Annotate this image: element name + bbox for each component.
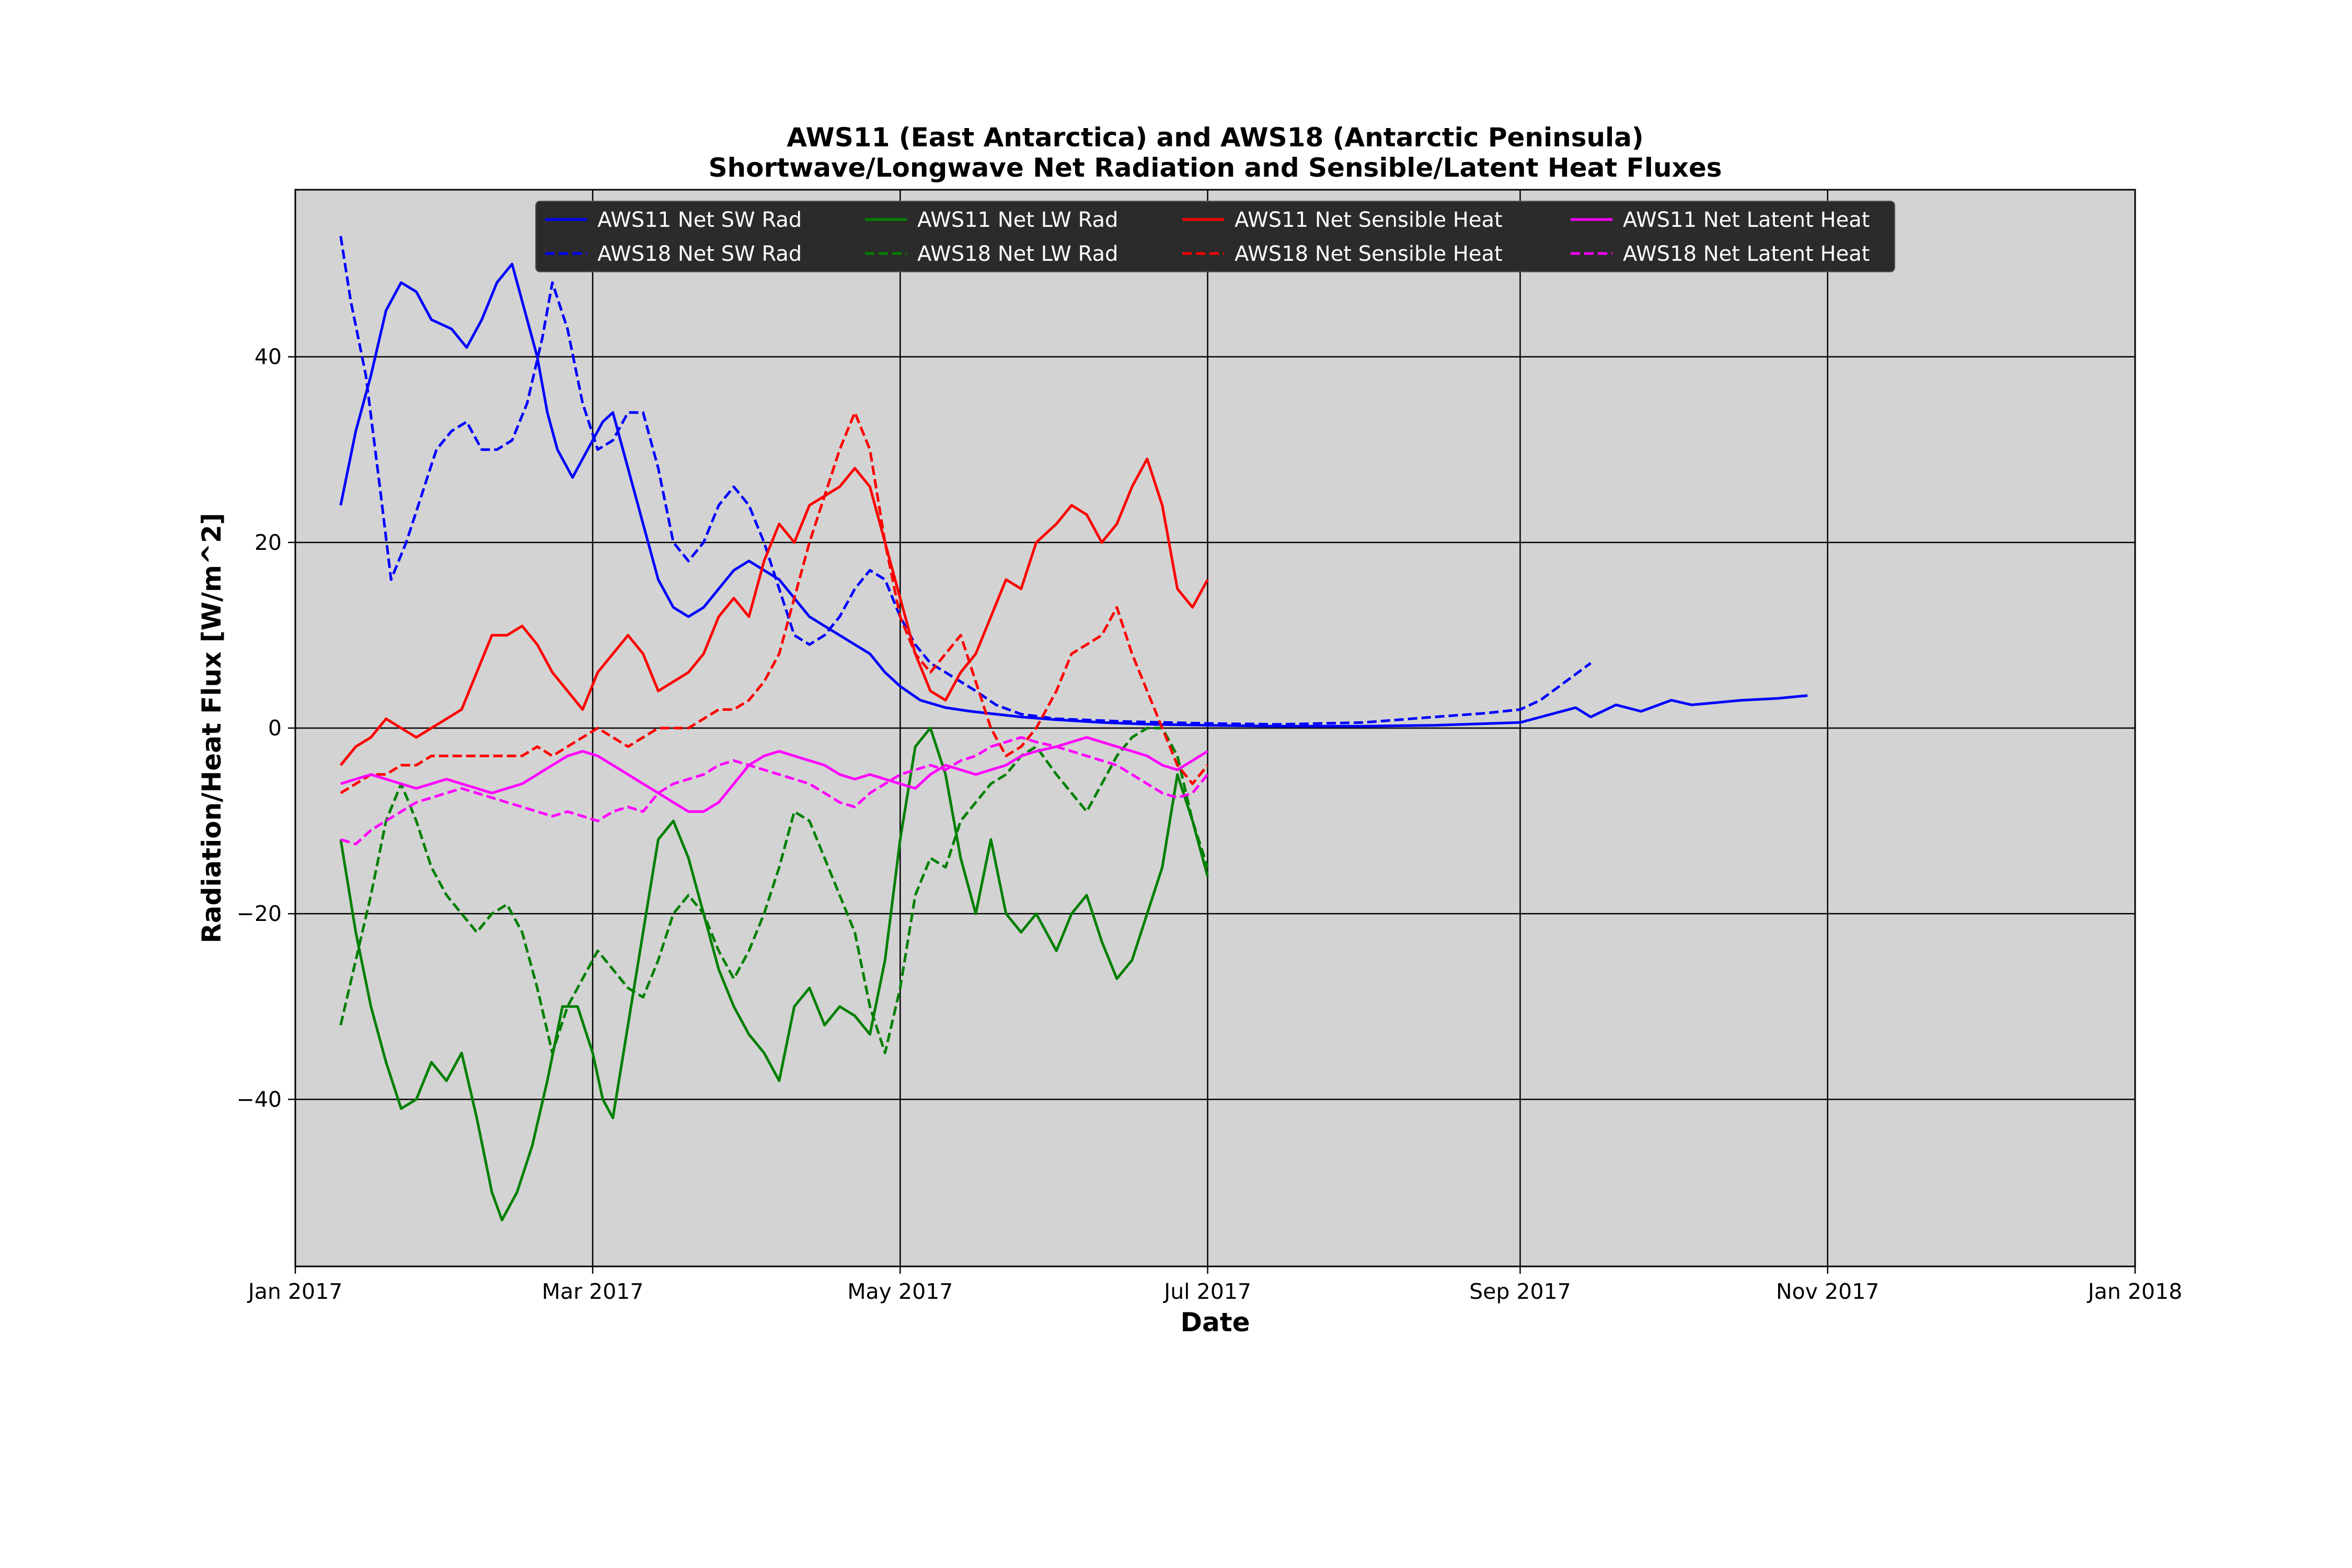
y-tick-label: −40 [236,1087,282,1112]
legend-entry-label: AWS18 Net LW Rad [917,242,1118,266]
y-tick-label: 40 [255,344,282,370]
series-line-aws11-net-sensible-heat [339,457,1209,766]
series-lines [339,236,1808,1221]
legend-entry-label: AWS11 Net Sensible Heat [1235,208,1503,232]
series-line-aws18-net-latent-heat [340,736,1209,846]
chart-title: AWS11 (East Antarctica) and AWS18 (Antar… [787,122,1644,153]
x-tick-label: Jan 2017 [247,1279,343,1304]
legend: AWS11 Net SW Rad AWS18 Net SW Rad AWS11 Ne… [535,201,1895,272]
legend-entry-label: AWS11 Net Latent Heat [1623,208,1870,232]
y-axis-label: Radiation/Heat Flux [W/m^2] [197,513,227,943]
x-tick-label: Jul 2017 [1162,1279,1251,1304]
y-tick-label: 0 [268,716,282,741]
series-line-aws11-net-sw-rad [339,262,1808,728]
series-line-aws11-net-lw-rad [339,727,1209,1221]
series-line-aws18-net-sw-rad [339,236,1592,726]
x-tick-label: May 2017 [847,1279,953,1304]
plot-area [294,189,2136,1267]
x-tick-label: Jan 2018 [2086,1279,2183,1304]
legend-entry-label: AWS11 Net SW Rad [597,208,802,232]
legend-entry-label: AWS18 Net SW Rad [597,242,802,266]
x-axis: Jan 2017 Mar 2017 May 2017 Jul 2017 Sep 2017… [247,1266,2183,1304]
x-tick-label: Sep 2017 [1469,1279,1571,1304]
legend-entry-label: AWS11 Net LW Rad [917,208,1118,232]
y-axis: −40 −20 0 20 40 [236,344,295,1112]
series-line-aws18-net-lw-rad [339,727,1209,1055]
x-axis-label: Date [1180,1307,1250,1338]
series-line-aws11-net-latent-heat [340,736,1208,813]
chart-subtitle: Shortwave/Longwave Net Radiation and Sen… [708,153,1722,183]
legend-entry-label: AWS18 Net Sensible Heat [1235,242,1503,266]
x-tick-label: Nov 2017 [1776,1279,1879,1304]
legend-entry-label: AWS18 Net Latent Heat [1623,242,1870,266]
series-line-aws18-net-sensible-heat [340,411,1209,794]
y-tick-label: 20 [255,530,282,555]
y-tick-label: −20 [236,901,282,926]
x-tick-label: Mar 2017 [542,1279,644,1304]
